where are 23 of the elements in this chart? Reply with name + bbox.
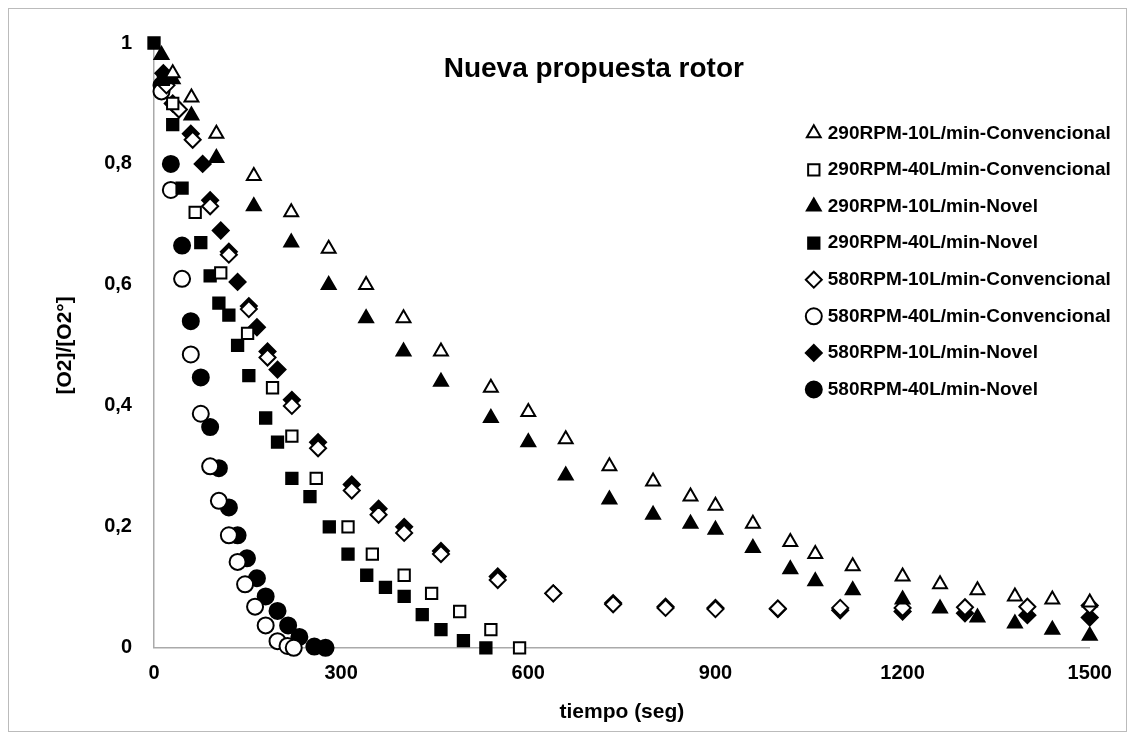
- x-tick-label: 1500: [1067, 661, 1112, 684]
- x-tick-label: 900: [698, 661, 733, 684]
- legend-label: 290RPM-40L/min-Convencional: [827, 158, 1111, 180]
- legend-label: 580RPM-10L/min-Convencional: [827, 267, 1111, 289]
- chart-title: Nueva propuesta rotor: [443, 51, 745, 83]
- y-tick-label: 0,6: [104, 272, 132, 295]
- legend-label: 290RPM-10L/min-Convencional: [827, 121, 1111, 143]
- legend-label: 290RPM-10L/min-Novel: [827, 194, 1038, 216]
- x-tick-label: 1200: [880, 661, 925, 684]
- y-tick-label: 0,2: [104, 514, 132, 537]
- y-tick-label: 0,8: [104, 151, 132, 174]
- legend-label: 580RPM-40L/min-Convencional: [827, 304, 1111, 326]
- x-tick-label: 300: [324, 661, 358, 684]
- y-tick-label: 0: [120, 635, 132, 658]
- legend-label: 580RPM-40L/min-Novel: [827, 377, 1038, 399]
- x-tick-label: 0: [148, 661, 160, 684]
- y-tick-label: 1: [120, 30, 132, 53]
- legend-label: 580RPM-10L/min-Novel: [827, 341, 1038, 363]
- y-tick-label: 0,4: [104, 393, 133, 416]
- x-axis-title: tiempo (seg): [559, 699, 685, 723]
- y-axis-title: [O2]/[O2°]: [52, 296, 76, 395]
- x-tick-label: 600: [511, 661, 545, 684]
- legend-label: 290RPM-40L/min-Novel: [827, 231, 1038, 253]
